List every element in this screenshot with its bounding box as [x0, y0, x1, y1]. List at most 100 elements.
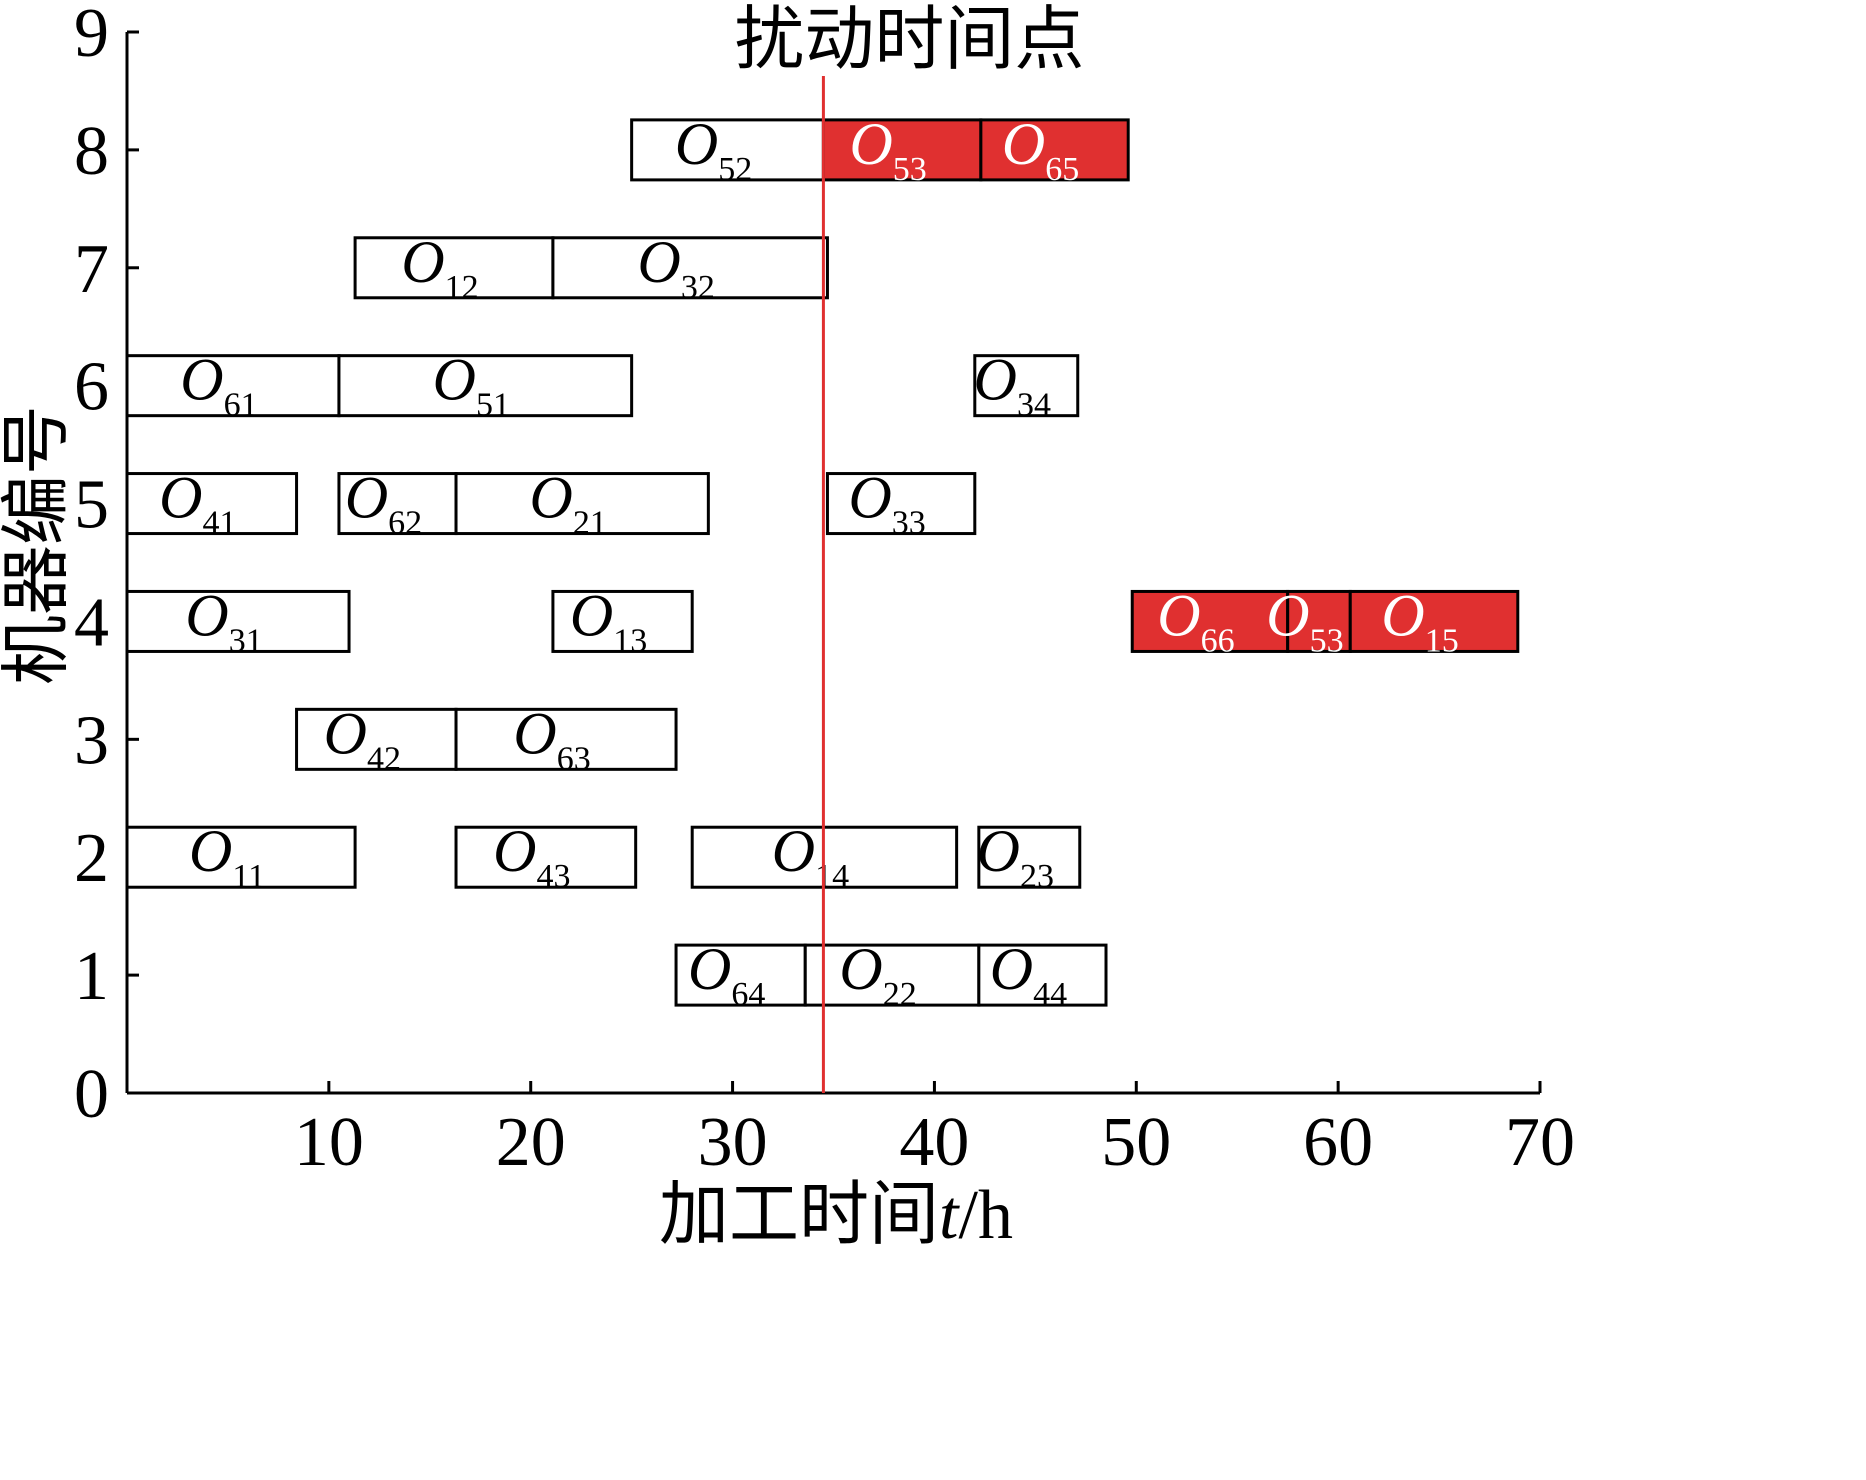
operation-subscript: 52 [718, 151, 752, 188]
operation-bar: O12 [353, 229, 555, 306]
operation-label: O23 [977, 818, 1054, 895]
operation-bar: O41 [125, 465, 299, 542]
operation-bar: O32 [551, 229, 829, 306]
operation-subscript: 33 [892, 505, 926, 542]
operation-label: O11 [189, 818, 265, 895]
y-tick-label: 9 [74, 0, 109, 72]
operation-rect [821, 118, 983, 182]
y-tick-label: 1 [74, 938, 109, 1015]
disturbance-marker: 扰动时间点 [734, 2, 1084, 1093]
operation-rect [125, 354, 341, 418]
y-tick-label: 7 [74, 231, 109, 308]
operation-subscript: 66 [1201, 622, 1235, 659]
operation-bar: O21 [454, 465, 710, 542]
operation-bar: O44 [977, 936, 1108, 1013]
axes [125, 32, 1540, 1095]
operation-letter: O [1266, 582, 1309, 648]
operation-bar: O52 [630, 111, 825, 188]
operation-letter: O [839, 936, 882, 1002]
operation-label: O42 [324, 700, 401, 777]
operation-subscript: 13 [613, 622, 647, 659]
operation-letter: O [324, 700, 367, 766]
operation-label: O33 [848, 465, 925, 542]
operation-letter: O [848, 465, 891, 531]
y-ticks: 0 1 2 3 4 5 6 7 8 9 [74, 0, 139, 1133]
disturbance-label: 扰动时间点 [734, 2, 1084, 79]
operation-letter: O [849, 111, 892, 177]
operation-bar: O33 [825, 465, 977, 542]
operation-label: O32 [638, 229, 715, 306]
operation-label: O22 [839, 936, 916, 1013]
operation-letter: O [772, 818, 815, 884]
operation-label: O62 [345, 465, 422, 542]
operation-letter: O [530, 465, 573, 531]
operation-bar: O64 [674, 936, 807, 1013]
operation-rect [977, 825, 1082, 889]
operation-label: O21 [530, 465, 607, 542]
x-tick-label: 70 [1505, 1104, 1575, 1181]
operation-letter: O [493, 818, 536, 884]
y-tick-label: 0 [74, 1056, 109, 1133]
operation-bar: O53 [821, 111, 983, 188]
operation-rect [973, 354, 1080, 418]
x-axis-title: 加工时间t/h [659, 1177, 1013, 1254]
operation-label: O14 [772, 818, 849, 895]
y-tick-label: 4 [74, 584, 109, 661]
operation-letter: O [401, 229, 444, 295]
y-tick-label: 2 [74, 820, 109, 897]
operation-rect [125, 825, 357, 889]
operation-letter: O [180, 347, 223, 413]
operation-label: O15 [1381, 582, 1458, 659]
operation-rect [825, 472, 977, 536]
operation-rect [295, 707, 458, 771]
operation-letter: O [433, 347, 476, 413]
operation-rect [454, 472, 710, 536]
operation-bar: O62 [337, 465, 458, 542]
operation-letter: O [990, 936, 1033, 1002]
operation-label: O13 [570, 582, 647, 659]
operation-subscript: 31 [229, 622, 263, 659]
operation-letter: O [675, 111, 718, 177]
operation-subscript: 51 [476, 387, 510, 424]
y-tick-label: 5 [74, 467, 109, 544]
operation-label: O41 [159, 465, 236, 542]
operation-subscript: 15 [1425, 622, 1459, 659]
operation-letter: O [1157, 582, 1200, 648]
operation-rect [803, 943, 981, 1007]
operation-subscript: 14 [815, 858, 849, 895]
operation-subscript: 44 [1033, 976, 1067, 1013]
operation-bar: O51 [337, 347, 634, 424]
operation-letter: O [185, 582, 228, 648]
y-axis-title: 机器编号 [0, 405, 76, 685]
operation-bar: O11 [125, 818, 357, 895]
y-tick-label: 8 [74, 113, 109, 190]
x-tick-label: 50 [1101, 1104, 1171, 1181]
operation-label: O12 [401, 229, 478, 306]
operation-subscript: 11 [232, 858, 265, 895]
operation-bar: O53 [1266, 582, 1352, 659]
operation-rect [979, 118, 1130, 182]
operation-label: O34 [974, 347, 1051, 424]
operation-rect [353, 236, 555, 300]
operation-letter: O [977, 818, 1020, 884]
operation-subscript: 65 [1045, 151, 1079, 188]
operation-rect [551, 589, 694, 653]
operation-letter: O [688, 936, 731, 1002]
x-tick-label: 10 [294, 1104, 364, 1181]
operation-label: O65 [1002, 111, 1079, 188]
operation-rect [674, 943, 807, 1007]
operation-rect [1130, 589, 1290, 653]
operation-rect [1348, 589, 1520, 653]
operation-letter: O [974, 347, 1017, 413]
y-tick-label: 6 [74, 349, 109, 426]
operation-letter: O [570, 582, 613, 648]
operation-bar: O13 [551, 582, 694, 659]
operation-rect [125, 589, 351, 653]
operation-subscript: 42 [367, 740, 401, 777]
operation-subscript: 34 [1017, 387, 1051, 424]
operation-label: O64 [688, 936, 765, 1013]
operation-rect [551, 236, 829, 300]
x-tick-label: 40 [899, 1104, 969, 1181]
operation-bar: O31 [125, 582, 351, 659]
operation-label: O61 [180, 347, 257, 424]
